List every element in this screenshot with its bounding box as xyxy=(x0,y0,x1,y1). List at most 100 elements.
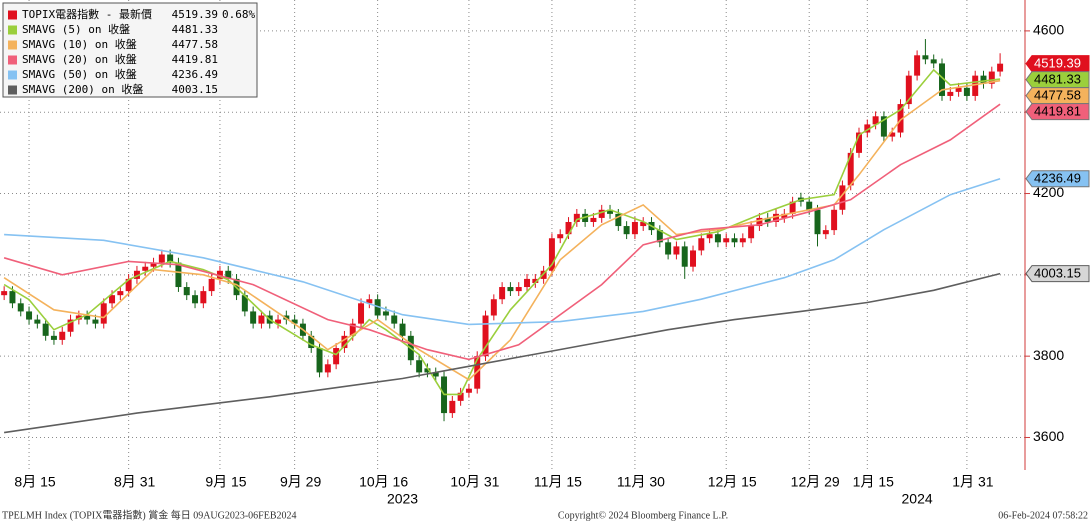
candle-body xyxy=(333,348,340,365)
footer-center: Copyright© 2024 Bloomberg Finance L.P. xyxy=(558,510,728,521)
legend-swatch xyxy=(8,10,17,20)
x-tick-label: 11月 30 xyxy=(617,474,665,490)
candle-body xyxy=(590,217,597,222)
candle-body xyxy=(939,63,945,96)
footer-right: 06-Feb-2024 07:58:22 xyxy=(998,510,1088,521)
candle-body xyxy=(947,91,954,96)
candle-body xyxy=(366,299,373,304)
value-tag xyxy=(1025,265,1090,283)
legend-swatch xyxy=(8,55,17,65)
candle-body xyxy=(980,75,987,84)
candle-body xyxy=(258,315,265,324)
x-tick-label: 12月 15 xyxy=(708,474,757,490)
candle-body xyxy=(822,230,829,235)
year-label: 2024 xyxy=(902,491,933,507)
candle-body xyxy=(573,213,580,222)
y-tick-label: 4200 xyxy=(1033,184,1064,200)
legend-swatch xyxy=(8,70,17,80)
y-tick-label: 3600 xyxy=(1033,428,1064,444)
value-tag-label: 4481.33 xyxy=(1034,72,1081,87)
candle-body xyxy=(607,209,614,214)
x-tick-label: 8月 31 xyxy=(114,474,155,490)
candle-body xyxy=(175,262,182,288)
candle-body xyxy=(349,323,356,336)
candle-body xyxy=(17,303,24,312)
candle-body xyxy=(316,348,323,373)
candle-body xyxy=(515,287,522,292)
candle-body xyxy=(358,303,365,324)
x-tick-label: 10月 16 xyxy=(359,474,408,490)
value-tag xyxy=(1025,71,1090,89)
x-tick-label: 9月 15 xyxy=(205,474,246,490)
year-label: 2023 xyxy=(387,491,418,507)
candle-body xyxy=(532,278,539,283)
candle-body xyxy=(806,201,813,210)
candle-body xyxy=(615,213,622,227)
candle-body xyxy=(565,221,572,235)
candle-body xyxy=(889,132,896,137)
candle-body xyxy=(416,360,423,373)
y-tick-label: 4600 xyxy=(1033,22,1064,38)
candle-body xyxy=(225,270,232,279)
legend-value: 4477.58 xyxy=(172,38,218,51)
x-tick-label: 11月 15 xyxy=(534,474,582,490)
candle-body xyxy=(92,319,99,324)
candle-body xyxy=(524,278,531,288)
candle-body xyxy=(192,295,199,304)
candle-body xyxy=(200,291,207,304)
candle-body xyxy=(847,152,854,186)
legend-value: 4236.49 xyxy=(172,68,218,81)
sma-line xyxy=(3,272,1001,434)
candle-body xyxy=(748,226,755,239)
candle-body xyxy=(499,287,506,300)
candle-body xyxy=(424,368,431,373)
candle-body xyxy=(275,319,282,324)
candle-body xyxy=(972,75,979,96)
legend: TOPIX電器指數 - 最新價 4519.39 0.68% SMAVG (5) on … xyxy=(2,2,258,98)
value-tag xyxy=(1025,87,1090,105)
value-tag-label: 4236.49 xyxy=(1034,171,1081,186)
candle-body xyxy=(482,315,489,357)
x-tick-label: 10月 31 xyxy=(450,474,499,490)
candle-body xyxy=(183,287,190,296)
grid xyxy=(0,0,1025,470)
candle-body xyxy=(930,59,937,64)
candle-body xyxy=(548,238,555,271)
candle-body xyxy=(955,87,962,92)
legend-swatch xyxy=(8,25,17,35)
candle-body xyxy=(241,295,248,312)
sma-line xyxy=(4,177,1001,326)
value-tag-label: 4519.39 xyxy=(1034,56,1081,71)
legend-value: 4419.81 xyxy=(172,53,218,66)
candle-body xyxy=(465,388,472,393)
candle-body xyxy=(507,287,514,292)
candle-body xyxy=(490,299,497,316)
sma-line xyxy=(3,79,1001,381)
legend-label: SMAVG (50) on 收盤 xyxy=(22,67,137,81)
candle-body xyxy=(382,311,389,316)
candle-body xyxy=(814,209,821,235)
value-tag xyxy=(1025,55,1090,73)
candle-body xyxy=(142,266,149,271)
x-tick-label: 1月 15 xyxy=(853,474,894,490)
candle-body xyxy=(324,364,331,373)
candle-body xyxy=(673,246,680,255)
legend-label: SMAVG (20) on 收盤 xyxy=(22,52,137,66)
candle-body xyxy=(988,71,995,84)
candle-body xyxy=(731,238,738,243)
candle-body xyxy=(117,291,124,296)
legend-value: 4519.39 xyxy=(172,8,218,21)
candle-body xyxy=(457,392,464,401)
x-tick-label: 9月 29 xyxy=(280,474,321,490)
candle-body xyxy=(449,400,456,414)
legend-swatch xyxy=(8,40,17,50)
candle-body xyxy=(839,185,846,210)
candle-body xyxy=(216,270,223,279)
candle-body xyxy=(831,209,838,231)
legend-swatch xyxy=(8,85,17,95)
candle-body xyxy=(50,335,57,340)
legend-box xyxy=(2,2,258,98)
candle-body xyxy=(963,87,970,96)
